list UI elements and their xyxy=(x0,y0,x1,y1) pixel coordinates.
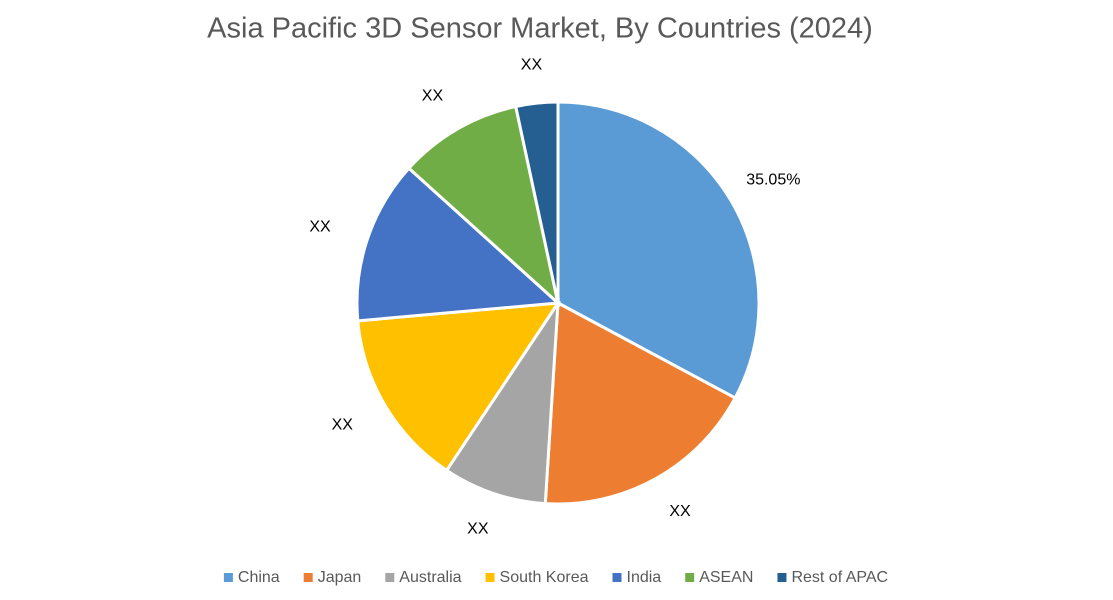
legend-marker xyxy=(385,573,395,582)
pie-slice xyxy=(556,100,761,401)
pie-slice xyxy=(355,166,562,323)
legend-label: Rest of APAC xyxy=(791,569,888,586)
pie-slice xyxy=(444,297,560,506)
legend-marker xyxy=(303,573,313,582)
legend-label: South Korea xyxy=(500,569,589,586)
legend-marker xyxy=(223,573,233,582)
legend-marker xyxy=(685,573,695,582)
legend-marker xyxy=(612,573,622,582)
pie-slice xyxy=(513,100,560,304)
data-label: XX xyxy=(467,521,489,538)
data-label: XX xyxy=(521,57,543,74)
legend-label: India xyxy=(627,569,662,586)
data-label: XX xyxy=(422,87,444,104)
pie-slice xyxy=(543,300,738,506)
pie-slice xyxy=(406,104,561,308)
pie-slice xyxy=(356,301,561,473)
data-label: XX xyxy=(669,503,691,520)
data-label: 35.05% xyxy=(746,171,800,188)
legend-marker xyxy=(777,573,787,582)
legend-label: Australia xyxy=(399,569,461,586)
legend-label: China xyxy=(238,569,280,586)
chart-title: Asia Pacific 3D Sensor Market, By Countr… xyxy=(207,13,873,45)
legend-marker xyxy=(485,573,495,582)
legend-label: ASEAN xyxy=(699,569,753,586)
legend-label: Japan xyxy=(318,569,362,586)
data-label: XX xyxy=(309,218,331,235)
data-label: XX xyxy=(332,416,354,433)
